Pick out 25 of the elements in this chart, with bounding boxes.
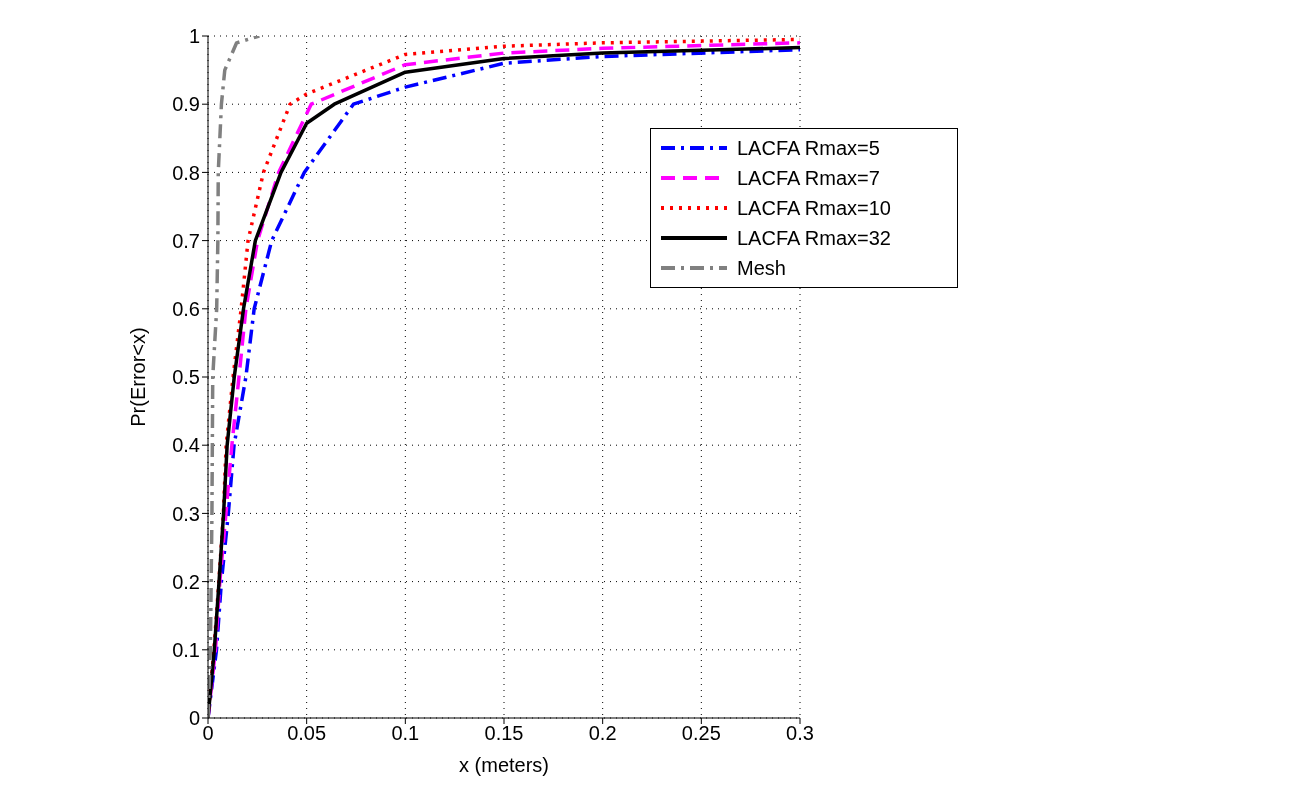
x-axis-title: x (meters) [459,754,549,776]
y-tick-label: 0.2 [172,570,200,593]
y-tick-label: 0.4 [172,434,200,457]
x-tick-label: 0.15 [484,722,524,745]
y-axis-title: Pr(Error<x) [127,327,150,427]
x-tick-label: 0.1 [391,722,420,745]
x-tick-label: 0.25 [681,722,721,745]
y-tick-label: 0.1 [172,638,200,661]
y-tick-label: 0.5 [172,366,200,389]
legend-label: LACFA Rmax=32 [737,226,891,250]
legend-label: Mesh [737,256,786,280]
y-tick-label: 0.9 [172,93,200,116]
x-tick-label: 0.3 [786,722,814,745]
x-tick-label: 0 [202,722,214,745]
y-tick-label: 1 [188,25,200,48]
legend-label: LACFA Rmax=5 [737,136,880,160]
y-tick-label: 0.6 [172,297,200,320]
y-tick-label: 0.8 [172,161,200,184]
x-tick-label: 0.2 [588,722,617,745]
legend-label: LACFA Rmax=7 [737,166,880,190]
y-tick-label: 0.7 [172,229,200,252]
y-tick-label: 0.3 [172,502,200,525]
y-tick-label: 0 [188,707,200,730]
legend-label: LACFA Rmax=10 [737,196,891,220]
x-tick-label: 0.05 [287,722,327,745]
